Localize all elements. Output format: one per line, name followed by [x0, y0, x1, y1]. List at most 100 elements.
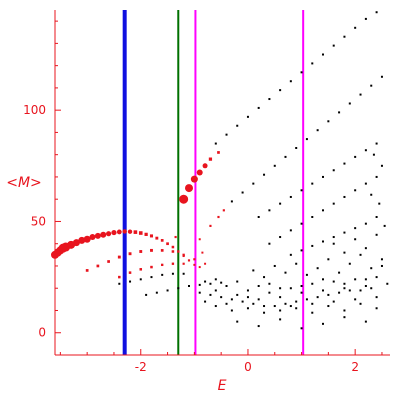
point-s1-17 [241, 191, 244, 194]
point-s1-74 [188, 285, 190, 287]
point-s1-110 [364, 285, 367, 287]
point-s1-29 [370, 84, 373, 87]
point-s1-51 [354, 189, 357, 192]
point-s1-65 [139, 278, 142, 281]
point-s1-82 [241, 300, 244, 303]
point-s1-157 [268, 282, 271, 285]
point-s1-8 [300, 71, 303, 74]
point-s1-39 [343, 162, 346, 165]
point-s0-48 [198, 266, 201, 269]
point-s1-72 [166, 289, 169, 292]
point-s0-11 [100, 231, 107, 238]
point-s1-68 [171, 272, 174, 275]
point-s1-102 [279, 296, 282, 299]
point-s0-19 [144, 232, 148, 236]
point-s0-47 [193, 263, 196, 266]
point-s1-11 [332, 44, 335, 47]
point-s1-20 [273, 164, 276, 167]
point-s1-144 [343, 251, 346, 254]
point-s1-54 [289, 253, 292, 256]
point-s1-19 [263, 173, 266, 176]
point-s1-124 [263, 276, 266, 279]
point-s0-46 [182, 262, 185, 265]
point-s1-46 [300, 222, 303, 225]
point-s0-24 [171, 245, 175, 249]
point-s1-91 [338, 291, 341, 294]
point-s0-7 [78, 236, 86, 244]
point-s1-7 [289, 80, 292, 83]
point-s1-165 [354, 298, 357, 301]
point-s1-139 [300, 327, 303, 330]
point-s1-78 [198, 291, 201, 294]
point-s1-150 [386, 282, 389, 285]
point-s1-168 [378, 202, 381, 205]
point-s1-5 [268, 98, 271, 101]
point-s1-121 [359, 302, 362, 305]
point-s1-35 [300, 189, 303, 192]
point-s1-133 [359, 253, 362, 256]
point-s1-159 [289, 305, 292, 308]
point-s0-32 [128, 252, 132, 256]
point-s0-10 [94, 232, 101, 239]
point-s0-12 [106, 231, 112, 237]
point-s1-71 [155, 291, 158, 294]
point-s1-18 [252, 182, 255, 185]
point-s0-45 [171, 262, 175, 265]
point-s0-49 [179, 194, 189, 204]
tick-labels: -2 0 2 0 50 100 [23, 103, 359, 374]
point-s1-162 [322, 278, 324, 281]
point-s1-109 [354, 278, 357, 281]
point-s0-56 [209, 224, 212, 227]
point-s1-79 [209, 293, 212, 296]
point-s0-28 [85, 269, 89, 272]
point-s0-16 [127, 229, 133, 234]
point-s0-54 [208, 157, 213, 161]
point-s1-77 [220, 281, 223, 284]
point-s1-1 [225, 133, 228, 136]
point-s0-60 [201, 251, 204, 254]
point-s0-6 [72, 239, 80, 247]
point-s1-125 [273, 264, 276, 267]
vertical-lines [122, 10, 305, 355]
point-s1-45 [289, 229, 292, 232]
point-s1-60 [354, 227, 357, 230]
x-tick-label-1: 0 [244, 360, 252, 374]
point-s0-38 [193, 258, 196, 261]
point-s0-34 [150, 248, 153, 252]
point-s1-129 [316, 267, 319, 270]
point-s1-69 [182, 272, 185, 275]
point-s1-119 [327, 305, 330, 308]
point-s1-56 [311, 244, 314, 247]
point-s0-57 [217, 215, 220, 219]
point-s0-41 [128, 271, 132, 274]
point-s1-99 [246, 289, 249, 292]
point-s1-131 [338, 271, 341, 274]
point-s1-63 [118, 282, 121, 285]
point-s1-114 [246, 307, 249, 310]
point-s1-34 [289, 195, 292, 198]
point-s0-53 [202, 163, 208, 169]
point-s0-27 [187, 259, 191, 262]
point-s1-28 [359, 93, 362, 96]
point-s0-58 [222, 209, 225, 212]
point-s1-49 [332, 202, 335, 205]
point-s1-14 [364, 17, 367, 20]
point-s0-52 [196, 169, 203, 176]
point-s1-140 [322, 322, 324, 325]
point-s1-73 [177, 287, 180, 290]
point-s1-36 [311, 182, 314, 185]
point-s1-42 [375, 142, 378, 145]
point-s1-24 [316, 129, 319, 132]
point-s1-127 [295, 262, 298, 265]
point-s1-96 [214, 289, 217, 292]
x-tick-label-2: 2 [351, 360, 359, 374]
point-s1-86 [284, 302, 287, 305]
y-axis-label: <M> [6, 175, 42, 191]
point-s1-136 [236, 320, 239, 323]
point-s0-29 [96, 264, 100, 268]
point-s0-51 [190, 175, 198, 183]
point-s1-167 [375, 296, 378, 299]
point-s1-105 [311, 282, 314, 285]
x-axis-label: E [218, 378, 227, 394]
